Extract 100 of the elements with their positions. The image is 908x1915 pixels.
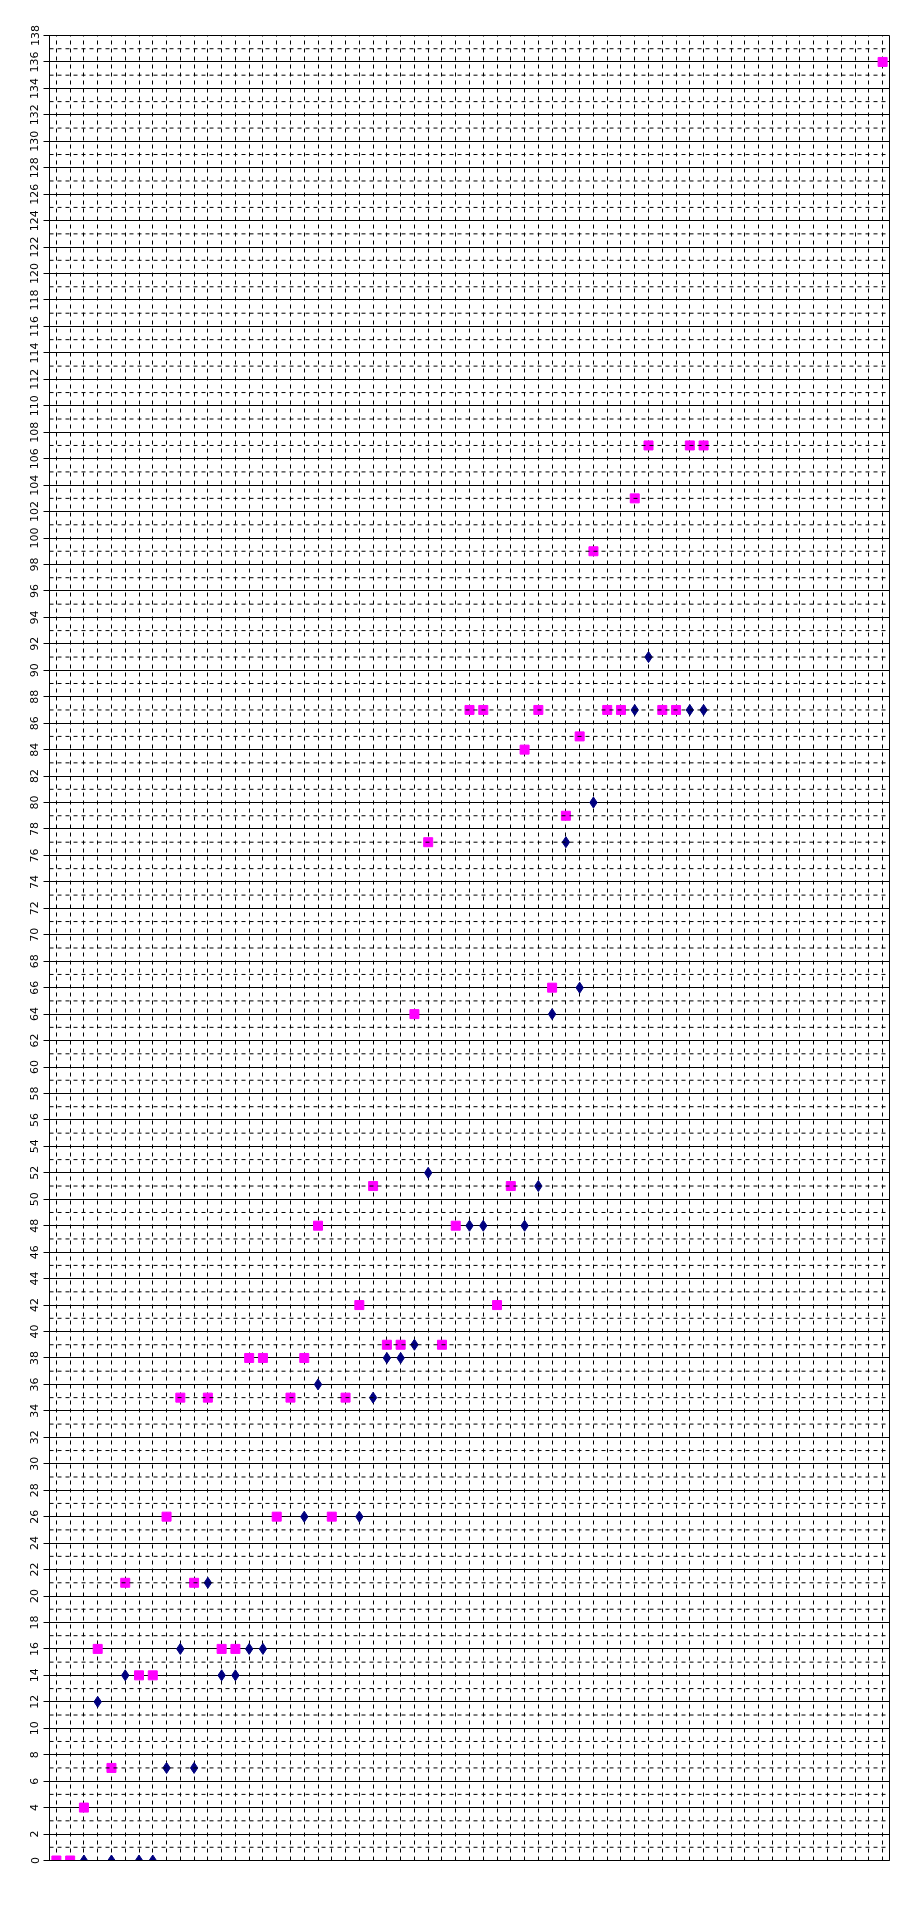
y-tick-label: 76: [28, 848, 42, 863]
y-tick-label: 106: [28, 448, 42, 470]
point: [684, 440, 695, 451]
y-tick-label: 64: [28, 1007, 42, 1022]
point: [657, 704, 668, 715]
point: [299, 1352, 310, 1363]
y-tick-label: 16: [28, 1641, 42, 1656]
y-tick-label: 100: [28, 527, 42, 549]
y-tick-label: 72: [28, 901, 42, 916]
point: [547, 1008, 557, 1021]
point: [78, 1802, 89, 1813]
point: [203, 1576, 213, 1589]
y-tick-label: 42: [28, 1298, 42, 1313]
y-tick-label: 32: [28, 1430, 42, 1445]
y-tick-label: 126: [28, 183, 42, 205]
point: [381, 1339, 392, 1350]
point: [877, 56, 888, 67]
y-tick-label: 4: [28, 1804, 42, 1812]
point: [285, 1392, 296, 1403]
point: [257, 1352, 268, 1363]
y-tick-label: 40: [28, 1324, 42, 1339]
point: [313, 1378, 323, 1391]
point: [395, 1339, 406, 1350]
point: [643, 440, 654, 451]
point: [189, 1577, 200, 1588]
point: [92, 1643, 103, 1654]
point: [698, 440, 709, 451]
point: [175, 1392, 186, 1403]
y-tick-label: 110: [28, 395, 42, 417]
y-tick-label: 66: [28, 980, 42, 995]
point: [147, 1670, 158, 1681]
point: [368, 1181, 379, 1192]
point: [313, 1220, 324, 1231]
y-tick-label: 28: [28, 1483, 42, 1498]
y-tick-label: 60: [28, 1060, 42, 1075]
point: [492, 1300, 503, 1311]
y-tick-label: 120: [28, 263, 42, 285]
y-tick-label: 54: [28, 1139, 42, 1154]
y-tick-label: 82: [28, 769, 42, 784]
y-tick-label: 88: [28, 689, 42, 704]
y-tick-label: 134: [28, 77, 42, 99]
y-tick-label: 84: [28, 742, 42, 757]
point: [106, 1762, 117, 1773]
y-tick-label: 18: [28, 1615, 42, 1630]
y-tick-label: 74: [28, 874, 42, 889]
y-tick-label: 86: [28, 716, 42, 731]
y-tick-label: 80: [28, 795, 42, 810]
y-tick-label: 98: [28, 557, 42, 572]
point: [354, 1300, 365, 1311]
point: [519, 744, 530, 755]
point: [671, 704, 682, 715]
y-tick-label: 24: [28, 1536, 42, 1551]
point: [244, 1352, 255, 1363]
point: [120, 1577, 131, 1588]
point: [478, 704, 489, 715]
point: [230, 1643, 241, 1654]
y-tick-label: 112: [28, 368, 42, 390]
y-tick-label: 90: [28, 663, 42, 678]
point: [615, 704, 626, 715]
point: [258, 1642, 268, 1655]
point: [216, 1643, 227, 1654]
point: [561, 836, 571, 849]
y-tick-label: 78: [28, 821, 42, 836]
y-tick-label: 30: [28, 1456, 42, 1471]
y-tick-label: 56: [28, 1112, 42, 1127]
point: [464, 704, 475, 715]
y-tick-label: 102: [28, 501, 42, 523]
y-tick-label: 104: [28, 474, 42, 496]
y-tick-label: 48: [28, 1218, 42, 1233]
y-tick-label: 130: [28, 130, 42, 152]
y-tick-label: 124: [28, 210, 42, 232]
y-tick-label: 58: [28, 1086, 42, 1101]
y-tick-label: 68: [28, 954, 42, 969]
y-tick-label: 34: [28, 1403, 42, 1418]
y-tick-label: 94: [28, 610, 42, 625]
y-tick-label: 38: [28, 1350, 42, 1365]
point: [574, 731, 585, 742]
y-tick-label: 22: [28, 1562, 42, 1577]
y-tick-label: 12: [28, 1694, 42, 1709]
y-tick-label: 108: [28, 421, 42, 443]
point: [533, 704, 544, 715]
point: [189, 1761, 199, 1774]
y-tick-label: 26: [28, 1509, 42, 1524]
y-tick-label: 8: [28, 1751, 42, 1759]
y-tick-label: 14: [28, 1668, 42, 1683]
y-tick-label: 132: [28, 104, 42, 126]
y-tick-label: 36: [28, 1377, 42, 1392]
y-tick-label: 6: [28, 1777, 42, 1785]
y-tick-label: 92: [28, 636, 42, 651]
point: [629, 493, 640, 504]
point: [382, 1351, 392, 1364]
point: [340, 1392, 351, 1403]
y-tick-label: 96: [28, 583, 42, 598]
point: [560, 810, 571, 821]
point: [134, 1670, 145, 1681]
y-tick-label: 44: [28, 1271, 42, 1286]
y-tick-label: 10: [28, 1721, 42, 1736]
point: [588, 546, 599, 557]
y-tick-label: 136: [28, 51, 42, 73]
point: [450, 1220, 461, 1231]
